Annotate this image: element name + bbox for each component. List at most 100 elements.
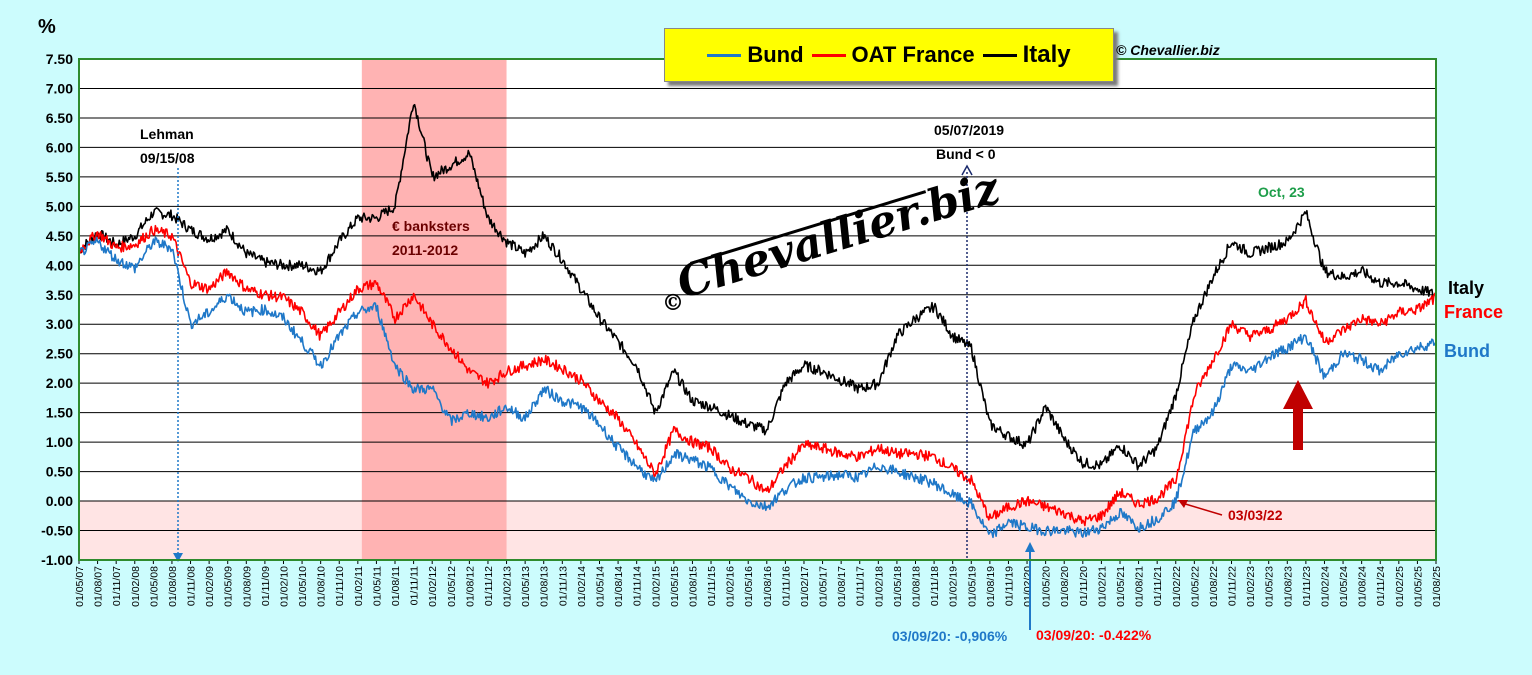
x-tick-label: 01/08/25 — [1431, 566, 1443, 607]
watermark-symbol: © — [662, 290, 684, 316]
x-tick-label: 01/08/10 — [316, 566, 328, 607]
x-tick-label: 01/11/14 — [632, 566, 644, 606]
gridlines — [79, 58, 1436, 561]
x-tick-label: 01/02/16 — [725, 566, 737, 607]
x-tick-label: 01/08/18 — [911, 566, 923, 607]
end-label-bund: Bund — [1444, 341, 1490, 361]
x-tick-label: 01/11/24 — [1375, 566, 1387, 606]
y-tick-label: 6.00 — [46, 139, 73, 155]
mar22-arrowhead — [1178, 500, 1188, 508]
x-tick-label: 01/05/13 — [520, 566, 532, 607]
y-tick-label: 2.50 — [46, 346, 73, 362]
bund-low-arrowhead — [1025, 542, 1035, 552]
x-tick-label: 01/02/09 — [204, 566, 216, 607]
x-tick-label: 01/11/17 — [855, 566, 867, 606]
x-tick-label: 01/08/16 — [762, 566, 774, 607]
y-tick-label: 0.50 — [46, 464, 73, 480]
legend-swatch-oat — [811, 53, 846, 57]
x-tick-label: 01/11/13 — [557, 566, 569, 606]
legend-item-bund: Bund — [707, 42, 804, 68]
x-tick-label: 01/11/15 — [706, 566, 718, 606]
x-tick-label: 01/02/25 — [1394, 566, 1406, 607]
x-tick-label: 01/05/16 — [743, 566, 755, 607]
y-axis-ticks: 7.50 7.00 6.50 6.00 5.50 5.00 4.50 4.00 3.50 3.00… — [41, 51, 73, 568]
x-tick-label: 01/05/24 — [1338, 566, 1350, 607]
x-tick-label: 01/08/08 — [167, 566, 179, 607]
y-tick-label: 5.00 — [46, 198, 73, 214]
y-tick-label: 2.00 — [46, 375, 73, 391]
x-tick-label: 01/02/12 — [427, 566, 439, 607]
y-tick-label: 0.00 — [46, 493, 73, 509]
legend-swatch-bund — [707, 53, 742, 57]
x-tick-label: 01/05/08 — [148, 566, 160, 607]
end-label-france: France — [1444, 302, 1504, 322]
x-tick-label: 01/05/11 — [371, 566, 383, 606]
series-line-france — [78, 224, 1437, 527]
x-tick-label: 01/08/07 — [93, 566, 105, 607]
x-tick-label: 01/11/12 — [483, 566, 495, 606]
series-line-bund — [78, 236, 1437, 539]
annotation-lehman-1: Lehman — [140, 126, 194, 142]
annotation-bund-neg-2: Bund < 0 — [936, 146, 996, 162]
x-tick-label: 01/05/25 — [1412, 566, 1424, 607]
x-tick-label: 01/08/11 — [390, 566, 402, 606]
x-tick-label: 01/11/16 — [780, 566, 792, 606]
y-tick-label: 7.00 — [46, 80, 73, 96]
lehman-arrowhead — [173, 553, 183, 562]
y-tick-label: 6.50 — [46, 110, 73, 126]
legend-label-italy: Italy — [1022, 41, 1071, 68]
annotation-oct23: Oct, 23 — [1258, 184, 1305, 200]
x-tick-label: 01/08/14 — [613, 566, 625, 607]
x-tick-label: 01/08/12 — [464, 566, 476, 607]
plot-area — [79, 59, 1436, 560]
annotation-mar22: 03/03/22 — [1228, 507, 1283, 523]
x-tick-label: 01/05/07 — [74, 566, 86, 607]
x-tick-label: 01/08/22 — [1208, 566, 1220, 607]
x-tick-label: 01/11/22 — [1227, 566, 1239, 606]
x-tick-label: 01/11/11 — [409, 566, 421, 605]
x-tick-label: 01/08/21 — [1134, 566, 1146, 607]
y-tick-label: 7.50 — [46, 51, 73, 67]
x-tick-label: 01/02/17 — [799, 566, 811, 607]
x-tick-label: 01/11/20 — [1078, 566, 1090, 606]
x-tick-label: 01/05/12 — [446, 566, 458, 607]
y-tick-label: 4.50 — [46, 228, 73, 244]
x-tick-label: 01/05/18 — [892, 566, 904, 607]
annotation-banksters-2: 2011-2012 — [392, 242, 459, 258]
bund-neg-arrowhead — [961, 164, 973, 176]
crisis-band — [361, 59, 507, 560]
y-tick-label: 4.00 — [46, 257, 73, 273]
x-tick-label: 01/11/18 — [929, 566, 941, 606]
x-tick-label: 01/05/15 — [669, 566, 681, 607]
x-tick-label: 01/05/14 — [594, 566, 606, 607]
x-tick-label: 01/08/09 — [241, 566, 253, 607]
x-axis-ticks: 01/05/07 01/08/07 01/11/07 01/02/08 01/05/08… — [74, 560, 1443, 607]
x-tick-label: 01/08/17 — [836, 566, 848, 607]
x-tick-label: 01/02/19 — [948, 566, 960, 607]
series-line-italy — [78, 103, 1437, 471]
annotation-oat-low: 03/09/20: -0.422% — [1036, 627, 1152, 643]
x-tick-label: 01/05/22 — [1189, 566, 1201, 607]
x-tick-label: 01/02/22 — [1171, 566, 1183, 607]
legend-item-oat: OAT France — [811, 42, 975, 68]
x-tick-label: 01/08/15 — [687, 566, 699, 607]
legend-label-bund: Bund — [747, 42, 804, 67]
copyright-note: © Chevallier.biz — [1116, 42, 1220, 58]
annotation-marks — [173, 164, 1313, 630]
x-tick-label: 01/05/20 — [1041, 566, 1053, 607]
legend-swatch-italy — [982, 53, 1017, 57]
x-tick-label: 01/02/18 — [873, 566, 885, 607]
x-tick-label: 01/08/24 — [1357, 566, 1369, 607]
end-label-italy: Italy — [1448, 278, 1485, 298]
legend-item-italy: Italy — [982, 41, 1071, 69]
y-tick-label: -0.50 — [41, 523, 73, 539]
x-tick-label: 01/02/23 — [1245, 566, 1257, 607]
legend: Bund OAT France Italy — [664, 28, 1114, 82]
y-tick-label: 3.00 — [46, 316, 73, 332]
series-lines — [78, 103, 1437, 539]
x-tick-label: 01/02/15 — [650, 566, 662, 607]
mar22-pointer — [1181, 502, 1223, 516]
annotation-bund-low: 03/09/20: -0,906% — [892, 628, 1008, 644]
x-tick-label: 01/05/19 — [966, 566, 978, 607]
x-tick-label: 01/08/13 — [539, 566, 551, 607]
